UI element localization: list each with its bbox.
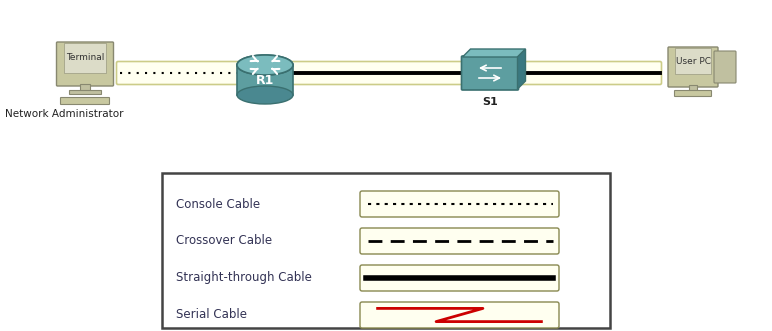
FancyBboxPatch shape xyxy=(675,90,712,97)
Bar xyxy=(689,85,697,92)
Polygon shape xyxy=(517,49,526,89)
FancyBboxPatch shape xyxy=(162,173,610,328)
FancyBboxPatch shape xyxy=(117,62,266,84)
FancyBboxPatch shape xyxy=(237,65,293,95)
FancyBboxPatch shape xyxy=(56,42,113,86)
FancyBboxPatch shape xyxy=(360,302,559,328)
FancyBboxPatch shape xyxy=(360,265,559,291)
Bar xyxy=(64,43,106,73)
Text: Network Administrator: Network Administrator xyxy=(5,109,124,119)
Bar xyxy=(675,48,711,74)
Text: Crossover Cable: Crossover Cable xyxy=(176,234,272,248)
FancyBboxPatch shape xyxy=(360,191,559,217)
Ellipse shape xyxy=(237,86,293,104)
FancyBboxPatch shape xyxy=(60,98,110,105)
Text: R1: R1 xyxy=(256,74,274,87)
FancyBboxPatch shape xyxy=(462,56,519,90)
Text: User PC: User PC xyxy=(676,57,710,66)
Bar xyxy=(80,84,90,92)
Text: S1: S1 xyxy=(482,97,498,107)
FancyBboxPatch shape xyxy=(263,62,662,84)
Text: Straight-through Cable: Straight-through Cable xyxy=(176,271,312,285)
Bar xyxy=(69,90,101,94)
Text: Serial Cable: Serial Cable xyxy=(176,308,247,321)
FancyBboxPatch shape xyxy=(668,47,718,87)
Ellipse shape xyxy=(237,55,293,75)
Polygon shape xyxy=(462,49,526,57)
FancyBboxPatch shape xyxy=(360,228,559,254)
Text: Console Cable: Console Cable xyxy=(176,198,260,211)
Ellipse shape xyxy=(237,55,293,75)
Text: Terminal: Terminal xyxy=(66,54,104,63)
FancyBboxPatch shape xyxy=(714,51,736,83)
